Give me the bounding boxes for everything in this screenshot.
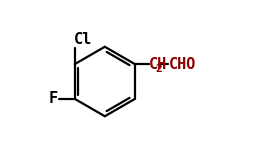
Text: 2: 2 [156,64,162,74]
Text: Cl: Cl [74,32,92,47]
Text: CHO: CHO [169,57,196,72]
Text: F: F [49,91,58,106]
Text: CH: CH [149,57,167,72]
